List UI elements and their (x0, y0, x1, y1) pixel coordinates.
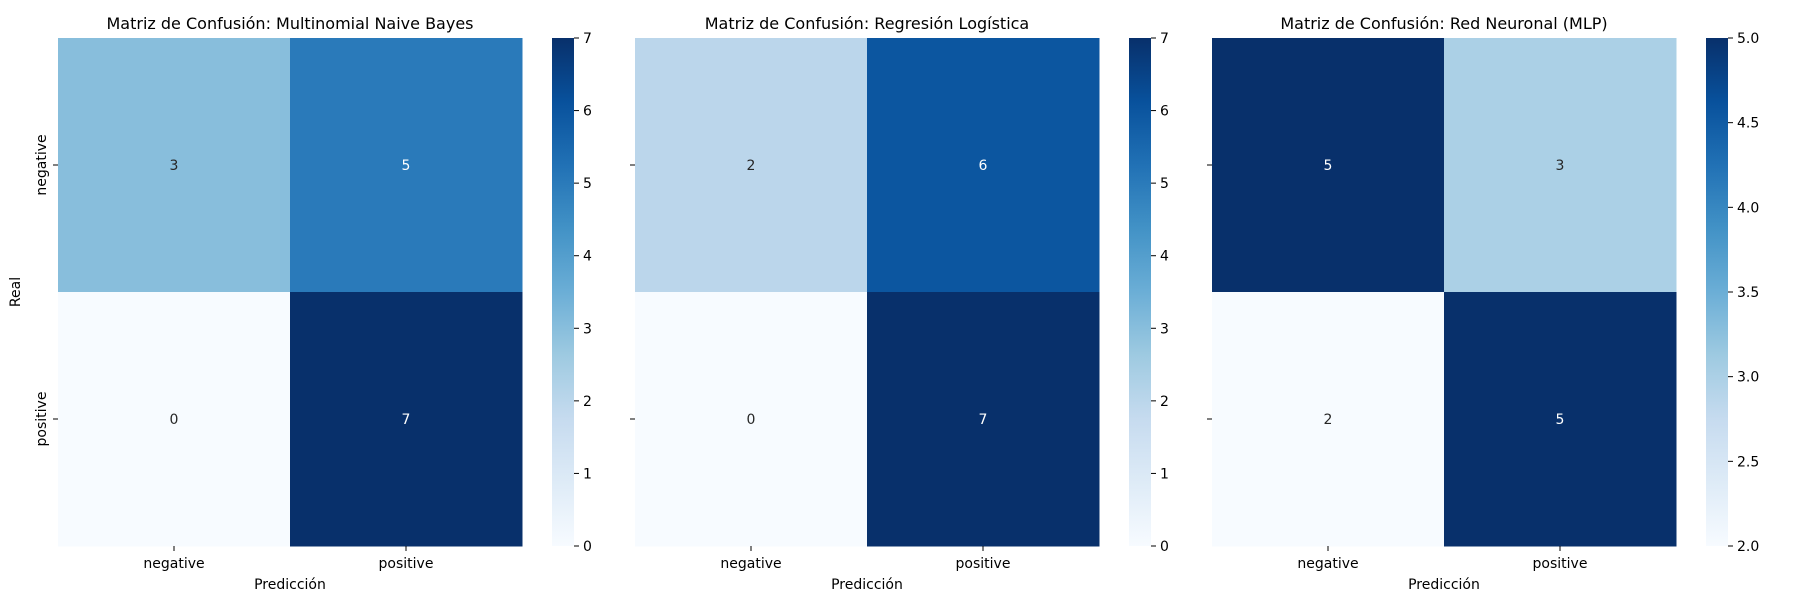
colorbar (1129, 38, 1151, 546)
heatmap-cell (635, 38, 868, 293)
colorbar-tick-label: 3.5 (1737, 285, 1759, 301)
heatmap-cell (290, 292, 523, 547)
colorbar-tick-label: 3 (1160, 321, 1169, 337)
heatmap-cell (1444, 292, 1677, 547)
y-tick-label: positive (34, 392, 50, 447)
heatmap-cell (1212, 38, 1445, 293)
colorbar-tick-label: 3.0 (1737, 370, 1759, 386)
cell-value-label: 5 (402, 158, 411, 174)
colorbar-tick-label: 5.0 (1737, 31, 1759, 47)
chart-title: Matriz de Confusión: Multinomial Naive B… (107, 14, 474, 33)
colorbar (1706, 38, 1728, 546)
heatmap-panel-3: Matriz de Confusión: Red Neuronal (MLP) 5… (1207, 14, 1759, 593)
cell-value-label: 7 (402, 412, 411, 428)
cell-value-label: 5 (1324, 158, 1333, 174)
x-tick-label: negative (143, 556, 204, 572)
colorbar-tick-label: 6 (1160, 104, 1169, 120)
colorbar-tick-label: 1 (1160, 466, 1169, 482)
x-tick-label: negative (720, 556, 781, 572)
cell-value-label: 3 (170, 158, 179, 174)
cell-value-label: 7 (979, 412, 988, 428)
heatmap-cell (867, 292, 1100, 547)
cell-value-label: 6 (979, 158, 988, 174)
colorbar-tick-label: 4.0 (1737, 200, 1759, 216)
colorbar-tick-label: 7 (583, 31, 592, 47)
x-axis-label: Predicción (254, 577, 326, 593)
heatmap-cell (867, 38, 1100, 293)
colorbar-tick-label: 5 (583, 176, 592, 192)
heatmap-cell (58, 38, 291, 293)
heatmap-cell (1444, 38, 1677, 293)
x-axis-label: Predicción (1408, 577, 1480, 593)
colorbar-tick-label: 3 (583, 321, 592, 337)
colorbar-tick-label: 0 (1160, 539, 1169, 555)
colorbar-tick-label: 7 (1160, 31, 1169, 47)
colorbar-tick-label: 5 (1160, 176, 1169, 192)
colorbar-tick-label: 2 (583, 394, 592, 410)
colorbar-tick-label: 2 (1160, 394, 1169, 410)
chart-title: Matriz de Confusión: Regresión Logística (705, 14, 1029, 33)
y-axis-label: Real (8, 277, 24, 307)
heatmap-panel-1: Matriz de Confusión: Multinomial Naive B… (8, 14, 592, 593)
y-tick-label: negative (34, 134, 50, 195)
x-tick-label: positive (1533, 556, 1588, 572)
colorbar-tick-label: 2.5 (1737, 454, 1759, 470)
heatmap-cell (635, 292, 868, 547)
cell-value-label: 0 (170, 412, 179, 428)
cell-value-label: 0 (747, 412, 756, 428)
heatmap-cell (1212, 292, 1445, 547)
colorbar-tick-label: 6 (583, 104, 592, 120)
colorbar-tick-label: 4 (1160, 249, 1169, 265)
x-tick-label: negative (1297, 556, 1358, 572)
x-tick-label: positive (379, 556, 434, 572)
cell-value-label: 2 (1324, 412, 1333, 428)
x-axis-label: Predicción (831, 577, 903, 593)
colorbar (552, 38, 574, 546)
colorbar-tick-label: 4.5 (1737, 116, 1759, 132)
heatmap-cell (58, 292, 291, 547)
cell-value-label: 5 (1556, 412, 1565, 428)
heatmap-cell (290, 38, 523, 293)
colorbar-tick-label: 1 (583, 466, 592, 482)
cell-value-label: 2 (747, 158, 756, 174)
colorbar-tick-label: 4 (583, 249, 592, 265)
colorbar-tick-label: 0 (583, 539, 592, 555)
colorbar-tick-label: 2.0 (1737, 539, 1759, 555)
cell-value-label: 3 (1556, 158, 1565, 174)
heatmap-panel-2: Matriz de Confusión: Regresión Logística… (630, 14, 1169, 593)
chart-title: Matriz de Confusión: Red Neuronal (MLP) (1280, 14, 1607, 33)
x-tick-label: positive (956, 556, 1011, 572)
